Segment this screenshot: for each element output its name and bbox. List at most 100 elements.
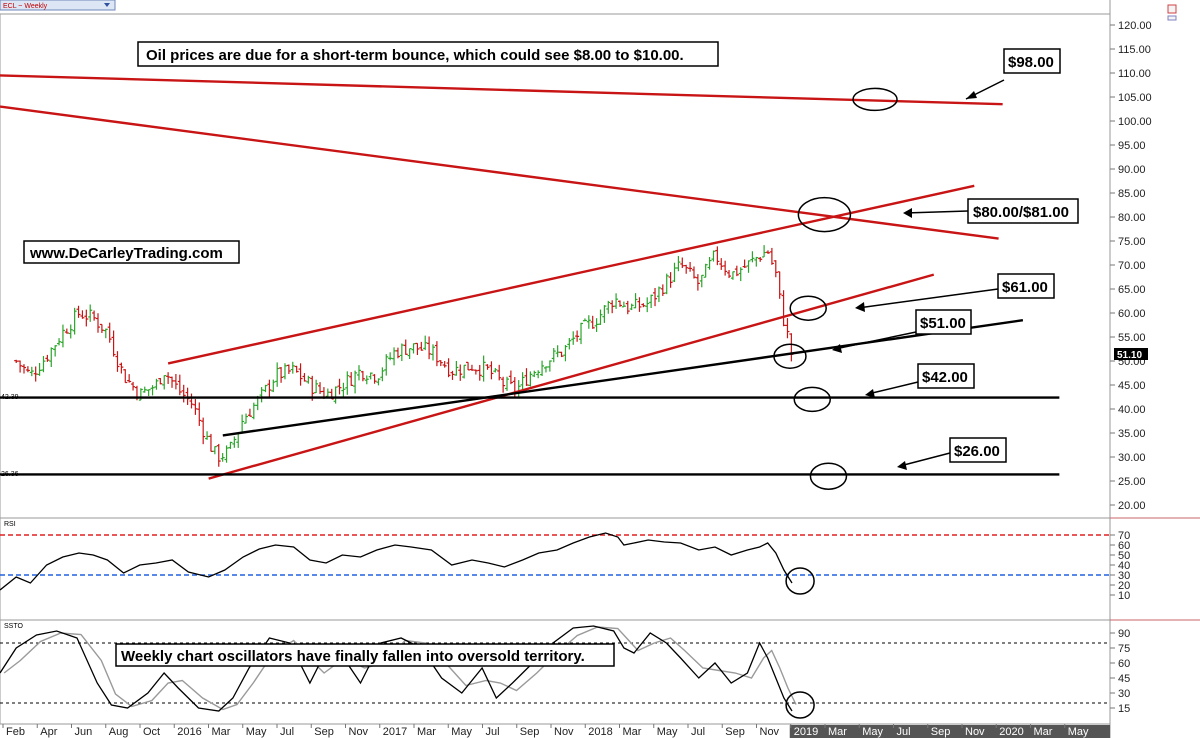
price-tick-label: 85.00 [1118,188,1146,200]
rsi-tick-label: 40 [1118,560,1130,572]
rsi-oversold-circle [785,567,815,595]
price-bar [181,384,186,403]
price-tick-label: 20.00 [1118,500,1146,512]
price-bar [201,417,206,445]
price-bar [119,362,124,374]
target-callout-26: $26.00 [949,437,1007,463]
time-tick-label: May [246,726,267,738]
price-bar [614,293,619,309]
arrow-61 [857,288,999,309]
price-tick-label: 35.00 [1118,428,1146,440]
target-circle [852,87,898,112]
price-bar [637,297,642,312]
price-bar [758,257,763,262]
price-bar [528,371,533,387]
website-text: www.DeCarleyTrading.com [29,245,223,262]
price-bar [103,328,108,339]
trendline-red [208,273,935,480]
price-bar [267,379,272,398]
time-tick-label: Nov [760,726,780,738]
price-bar [645,297,650,313]
arrow-42-head [865,389,875,398]
corner-controls[interactable] [1167,4,1177,21]
price-tick-label: 95.00 [1118,140,1146,152]
price-bar [72,307,77,335]
price-bar [60,324,65,348]
price-bar [244,413,249,424]
ssto-tick-label: 45 [1118,673,1130,685]
price-bar [688,261,693,272]
price-bars [14,245,794,467]
price-bar [392,347,397,366]
price-bar [170,376,175,388]
price-bar [142,386,147,393]
price-bar [318,382,323,394]
price-bar [438,360,443,367]
price-bar [107,322,112,343]
price-bar [691,266,696,279]
price-bar [555,345,560,358]
time-tick-label: 2020 [999,726,1023,738]
arrow-26 [899,452,951,467]
price-bar [189,393,194,409]
price-bar [68,324,73,339]
price-bar [672,262,677,283]
time-tick-label: 2019 [794,726,818,738]
rsi-tick-label: 50 [1118,550,1130,562]
last-price-marker: 51.10 [1114,348,1148,361]
ssto-tick-label: 15 [1118,703,1130,715]
price-bar [746,260,751,273]
price-tick-label: 110.00 [1118,68,1151,80]
price-bar [53,345,58,357]
price-bar [212,446,217,455]
ssto-tick-label: 90 [1118,628,1130,640]
price-bar [508,370,513,385]
time-tick-label: May [657,726,678,738]
time-axis: Feb Apr Jun Aug Oct 2016 Mar May Jul Sep Nov 2017 Ma… [0,723,1110,738]
symbol-header-box [0,0,116,11]
price-bar [376,378,381,386]
price-bar [551,347,556,363]
price-bar [33,366,38,382]
time-tick-label: May [862,726,883,738]
price-bar [220,453,225,462]
price-bar [333,386,338,404]
rsi-tick-label: 30 [1118,570,1130,582]
price-bar [314,379,319,394]
target-circle [809,462,848,490]
price-bar [279,366,284,383]
target-circle [797,196,852,233]
chevron-down-icon[interactable] [104,3,110,7]
scroll-icon[interactable] [1167,15,1177,21]
price-tick-label: 45.00 [1118,380,1146,392]
time-tick-label: Mar [623,726,642,738]
price-tick-label: 65.00 [1118,284,1146,296]
price-tick-label: 120.00 [1118,20,1152,32]
price-bar [25,366,30,373]
ssto-oversold-circle [785,691,815,719]
price-tick-label: 100.00 [1118,116,1152,128]
arrow-42 [867,381,919,395]
time-tick-label: Mar [417,726,436,738]
arrow-80 [904,210,969,214]
price-bar [621,301,626,308]
arrow-61-head [855,302,865,312]
price-bar [224,445,229,463]
price-bar [29,366,34,377]
oscillator-callout: Weekly chart oscillators have finally fa… [115,643,615,667]
price-bar [368,372,373,380]
price-tick-label: 115.00 [1118,44,1151,56]
close-icon[interactable] [1167,4,1177,14]
price-bar [123,369,128,384]
symbol-label: ECL ~ Weekly [3,3,48,10]
time-tick-label: Sep [314,726,334,738]
time-tick-label: Sep [725,726,745,738]
time-tick-label: Sep [520,726,540,738]
symbol-header[interactable]: ECL ~ Weekly [0,0,116,11]
price-bar [434,341,439,367]
price-bar [524,368,529,386]
oscillator-note-text: Weekly chart oscillators have finally fa… [121,648,585,665]
target-box-26 [949,437,1007,463]
price-bar [446,358,451,378]
target-circle [773,343,807,369]
